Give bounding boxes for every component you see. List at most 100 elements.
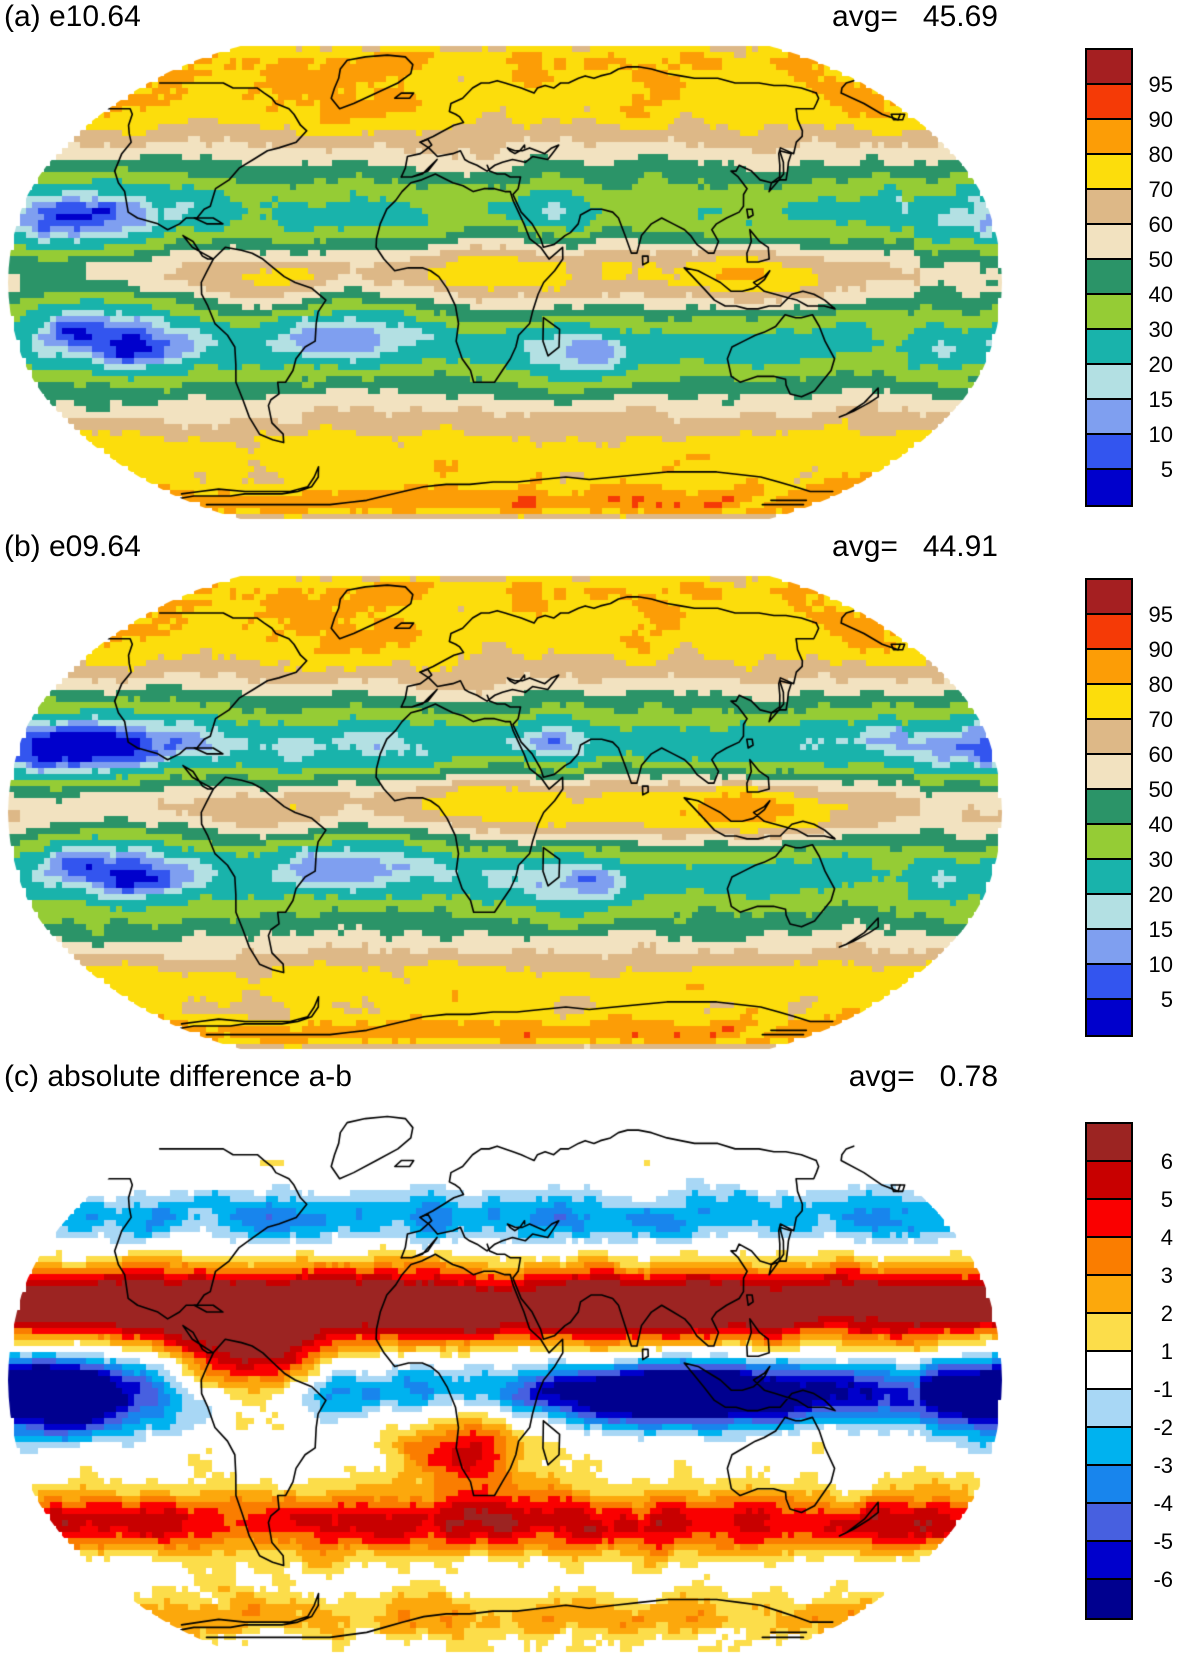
colorbar-swatch — [1087, 470, 1131, 505]
colorbar-swatch — [1087, 1162, 1131, 1200]
colorbar-swatch — [1087, 435, 1131, 470]
colorbar-tick-label: 40 — [1148, 812, 1173, 837]
panel-c-map — [0, 1100, 1010, 1660]
panel-c-map-canvas — [0, 1100, 1010, 1660]
colorbar-swatch — [1087, 1200, 1131, 1238]
colorbar-swatch — [1087, 1390, 1131, 1428]
colorbar-swatch — [1087, 1000, 1131, 1035]
colorbar-tick-label: 30 — [1148, 317, 1173, 342]
colorbar-tick-label: 5 — [1160, 987, 1173, 1012]
colorbar-tick-label: 3 — [1160, 1263, 1173, 1288]
colorbar-tick-label: -6 — [1153, 1567, 1173, 1592]
colorbar-swatch — [1087, 1466, 1131, 1504]
colorbar-swatch — [1087, 895, 1131, 930]
panel-c-avg-value: 0.78 — [939, 1060, 998, 1093]
colorbar-tick-label: -2 — [1153, 1415, 1173, 1440]
colorbar-tick-label: 50 — [1148, 777, 1173, 802]
colorbar-swatch — [1087, 965, 1131, 1000]
colorbar-tick-label: 50 — [1148, 247, 1173, 272]
colorbar-swatch — [1087, 580, 1131, 615]
colorbar-tick-label: 5 — [1160, 1187, 1173, 1212]
panel-b-title: (b) e09.64 — [4, 530, 141, 563]
colorbar-tick-label: 15 — [1148, 387, 1173, 412]
colorbar-tick-label: 70 — [1148, 177, 1173, 202]
panel-a: (a) e10.64 avg= 45.69 95 90 80 70 60 50 40 30 20… — [0, 0, 1183, 530]
colorbar-swatch — [1087, 225, 1131, 260]
colorbar-swatch — [1087, 1352, 1131, 1390]
panel-b-header: (b) e09.64 avg= 44.91 — [0, 530, 1010, 570]
colorbar-tick-label: 4 — [1160, 1225, 1173, 1250]
colorbar-swatch — [1087, 190, 1131, 225]
panel-c-average: avg= 0.78 — [849, 1060, 1010, 1094]
panel-a-colorbar — [1085, 48, 1133, 507]
colorbar-tick-label: 90 — [1148, 107, 1173, 132]
colorbar-swatch — [1087, 650, 1131, 685]
colorbar-swatch — [1087, 685, 1131, 720]
colorbar-swatch — [1087, 1504, 1131, 1542]
colorbar-swatch — [1087, 1314, 1131, 1352]
colorbar-tick-label: -4 — [1153, 1491, 1173, 1516]
colorbar-swatch — [1087, 825, 1131, 860]
panel-a-average: avg= 45.69 — [832, 0, 1010, 34]
panel-b-colorbar — [1085, 578, 1133, 1037]
colorbar-tick-label: -5 — [1153, 1529, 1173, 1554]
panel-c-colorbar — [1085, 1122, 1133, 1620]
colorbar-swatch — [1087, 1276, 1131, 1314]
colorbar-swatch — [1087, 295, 1131, 330]
panel-a-header: (a) e10.64 avg= 45.69 — [0, 0, 1010, 40]
colorbar-tick-label: 80 — [1148, 672, 1173, 697]
colorbar-tick-label: 6 — [1160, 1149, 1173, 1174]
panel-a-map — [0, 40, 1010, 525]
panel-b-average: avg= 44.91 — [832, 530, 1010, 564]
colorbar-tick-label: 80 — [1148, 142, 1173, 167]
colorbar-swatch — [1087, 790, 1131, 825]
colorbar-tick-label: 90 — [1148, 637, 1173, 662]
colorbar-swatch — [1087, 155, 1131, 190]
colorbar-swatch — [1087, 120, 1131, 155]
panel-b-map — [0, 570, 1010, 1055]
colorbar-tick-label: 60 — [1148, 742, 1173, 767]
colorbar-tick-label: 5 — [1160, 457, 1173, 482]
colorbar-tick-label: 20 — [1148, 352, 1173, 377]
colorbar-tick-label: 60 — [1148, 212, 1173, 237]
colorbar-tick-label: 40 — [1148, 282, 1173, 307]
colorbar-swatch — [1087, 615, 1131, 650]
colorbar-tick-label: 70 — [1148, 707, 1173, 732]
panel-c: (c) absolute difference a-b avg= 0.78 6 5… — [0, 1060, 1183, 1677]
colorbar-tick-label: 95 — [1148, 72, 1173, 97]
colorbar-swatch — [1087, 860, 1131, 895]
panel-c-header: (c) absolute difference a-b avg= 0.78 — [0, 1060, 1010, 1100]
colorbar-swatch — [1087, 755, 1131, 790]
panel-b-map-canvas — [0, 570, 1010, 1055]
colorbar-tick-label: -1 — [1153, 1377, 1173, 1402]
panel-c-title: (c) absolute difference a-b — [4, 1060, 352, 1093]
colorbar-tick-label: 1 — [1160, 1339, 1173, 1364]
panel-b: (b) e09.64 avg= 44.91 95 90 80 70 60 50 40 30 20… — [0, 530, 1183, 1060]
panel-b-avg-label: avg= — [832, 530, 898, 563]
colorbar-tick-label: 20 — [1148, 882, 1173, 907]
colorbar-swatch — [1087, 400, 1131, 435]
colorbar-tick-label: 30 — [1148, 847, 1173, 872]
colorbar-swatch — [1087, 1580, 1131, 1618]
colorbar-tick-label: 2 — [1160, 1301, 1173, 1326]
colorbar-tick-label: 95 — [1148, 602, 1173, 627]
colorbar-swatch — [1087, 85, 1131, 120]
colorbar-swatch — [1087, 930, 1131, 965]
panel-b-avg-value: 44.91 — [922, 530, 998, 563]
colorbar-tick-label: 10 — [1148, 952, 1173, 977]
colorbar-swatch — [1087, 720, 1131, 755]
panel-a-title: (a) e10.64 — [4, 0, 141, 33]
colorbar-swatch — [1087, 50, 1131, 85]
colorbar-swatch — [1087, 330, 1131, 365]
colorbar-swatch — [1087, 1542, 1131, 1580]
colorbar-swatch — [1087, 365, 1131, 400]
colorbar-swatch — [1087, 1238, 1131, 1276]
colorbar-swatch — [1087, 260, 1131, 295]
colorbar-tick-label: 10 — [1148, 422, 1173, 447]
colorbar-tick-label: -3 — [1153, 1453, 1173, 1478]
panel-c-avg-label: avg= — [848, 1060, 915, 1093]
panel-a-map-canvas — [0, 40, 1010, 525]
panel-a-avg-label: avg= — [832, 0, 898, 33]
colorbar-swatch — [1087, 1428, 1131, 1466]
colorbar-swatch — [1087, 1124, 1131, 1162]
